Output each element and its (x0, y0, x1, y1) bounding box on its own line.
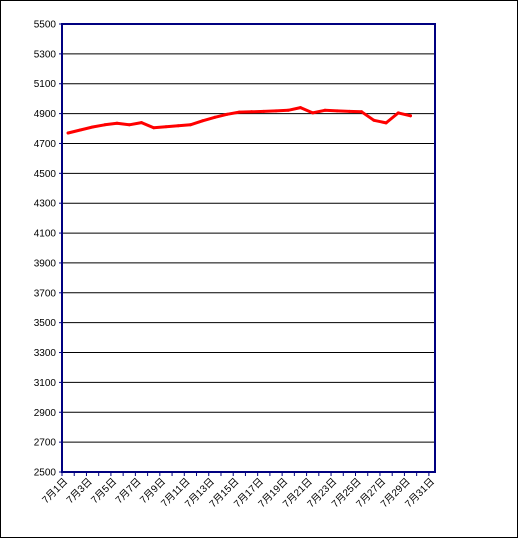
y-tick-label: 4900 (34, 109, 57, 120)
data-point (213, 115, 217, 119)
data-point (286, 108, 290, 112)
x-tick-label: 7月5日 (89, 476, 119, 506)
x-tick-label: 7月3日 (64, 476, 94, 506)
y-tick-label: 5100 (34, 79, 57, 90)
plot-area-border (61, 23, 436, 473)
y-tick-label: 4100 (34, 229, 57, 240)
data-point (396, 111, 400, 115)
data-point (311, 111, 315, 115)
data-point (127, 123, 131, 127)
data-point (164, 125, 168, 129)
y-tick-label: 3100 (34, 378, 57, 389)
data-point (384, 121, 388, 125)
data-point (115, 121, 119, 125)
data-point (140, 121, 143, 125)
data-point (176, 124, 180, 128)
data-point (237, 110, 241, 114)
data-point (323, 108, 327, 112)
data-point (262, 109, 266, 113)
y-tick-label: 2500 (34, 468, 57, 479)
y-tick-label: 4300 (34, 199, 57, 210)
y-tick-label: 4500 (34, 169, 57, 180)
x-tick-label: 7月1日 (40, 476, 70, 506)
data-point (409, 114, 412, 118)
x-tick-label: 7月7日 (113, 476, 143, 506)
data-point (335, 109, 339, 113)
data-point (66, 131, 70, 135)
data-point (78, 128, 82, 132)
data-point (360, 110, 364, 114)
data-point (299, 106, 302, 110)
data-point (201, 119, 205, 123)
y-tick-label: 2900 (34, 408, 57, 419)
data-point (250, 110, 254, 114)
y-tick-label: 2700 (34, 438, 57, 449)
data-point (274, 109, 278, 113)
y-tick-label: 3700 (34, 288, 57, 299)
data-point (91, 125, 95, 129)
data-point (225, 112, 229, 116)
y-tick-label: 3900 (34, 258, 57, 269)
data-point (188, 123, 192, 127)
y-tick-label: 4700 (34, 139, 57, 150)
y-tick-label: 3300 (34, 348, 57, 359)
data-point (347, 109, 351, 113)
data-point (372, 118, 376, 122)
y-tick-label: 3500 (34, 318, 57, 329)
data-point (152, 126, 156, 130)
y-tick-label: 5500 (34, 20, 57, 31)
data-point (103, 123, 107, 127)
y-tick-label: 5300 (34, 49, 57, 60)
